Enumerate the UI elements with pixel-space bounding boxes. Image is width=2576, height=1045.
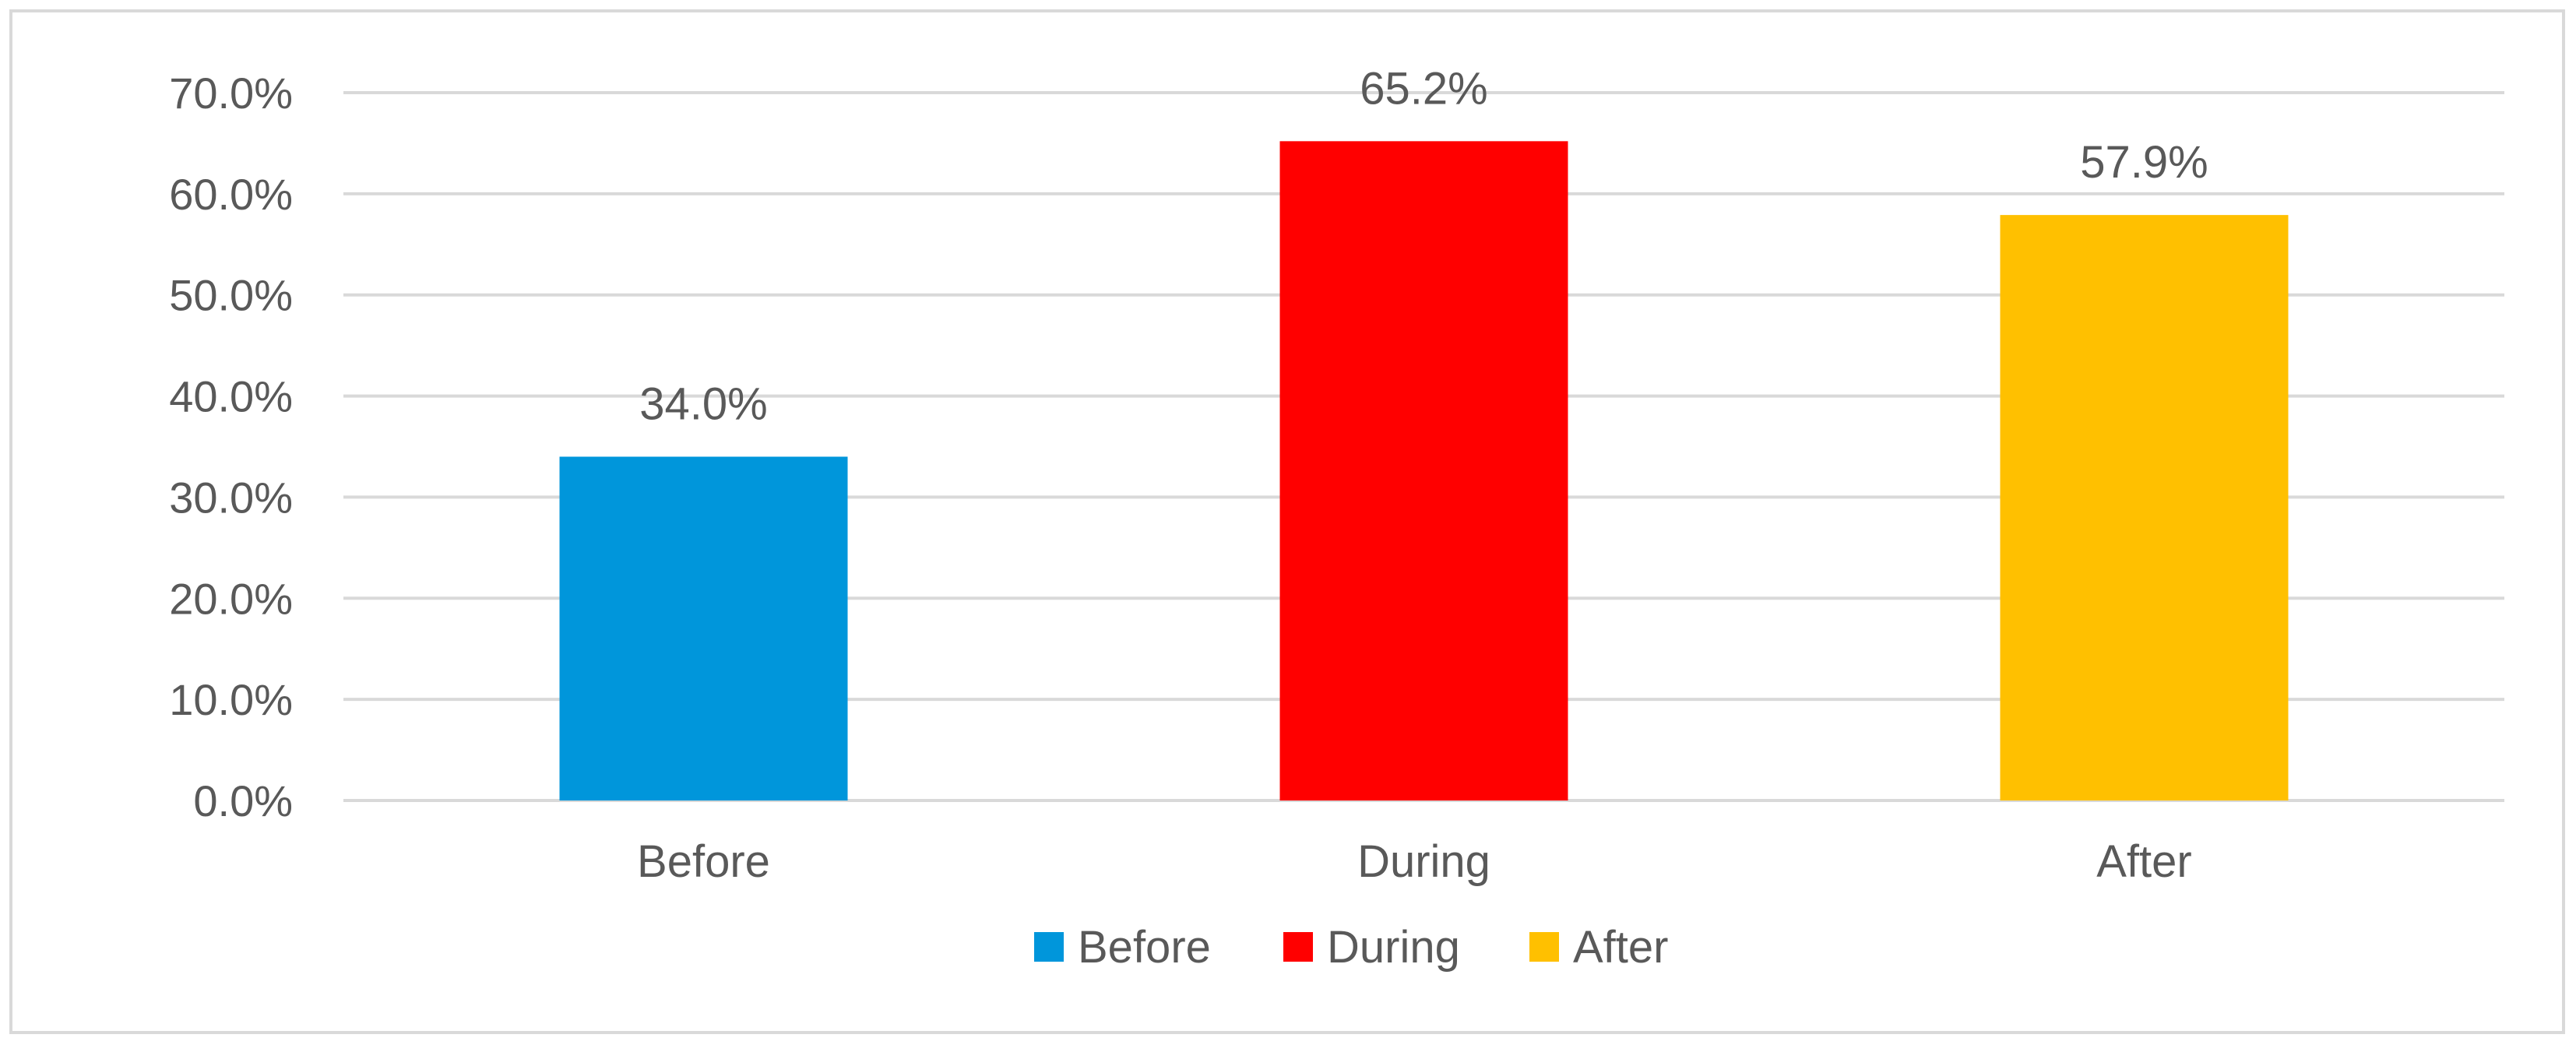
legend-swatch-during xyxy=(1283,932,1313,962)
legend-label-after: After xyxy=(1573,922,1669,973)
category-label-during: During xyxy=(1357,836,1490,887)
x-axis-category-labels: Before During After xyxy=(637,836,2192,887)
legend: Before During After xyxy=(1034,922,1669,973)
legend-label-during: During xyxy=(1327,922,1460,973)
bar-during xyxy=(1279,141,1568,800)
legend-swatch-before xyxy=(1034,932,1064,962)
bar-before xyxy=(559,456,848,800)
y-tick-label: 70.0% xyxy=(169,69,293,118)
category-label-after: After xyxy=(2096,836,2192,887)
y-tick-label: 10.0% xyxy=(169,675,293,724)
bar-after xyxy=(2000,215,2289,800)
legend-label-before: Before xyxy=(1078,922,1211,973)
chart-frame: 0.0% 10.0% 20.0% 30.0% 40.0% 50.0% 60.0% 70.0% … xyxy=(9,9,2565,1034)
y-axis-tick-labels: 0.0% 10.0% 20.0% 30.0% 40.0% 50.0% 60.0% 70.0% xyxy=(169,69,293,825)
y-tick-label: 20.0% xyxy=(169,574,293,623)
data-label-after: 57.9% xyxy=(2080,137,2208,188)
y-tick-label: 60.0% xyxy=(169,170,293,219)
y-tick-label: 0.0% xyxy=(193,776,293,825)
bar-chart: 0.0%10.0%20.0%30.0%40.0%50.0%60.0%70.0% … xyxy=(169,63,2504,973)
bars xyxy=(559,141,2289,800)
y-tick-label: 30.0% xyxy=(169,473,293,522)
data-label-during: 65.2% xyxy=(1360,63,1487,114)
y-tick-label: 50.0% xyxy=(169,271,293,320)
y-tick-label: 40.0% xyxy=(169,372,293,421)
data-labels: 34.0% 65.2% 57.9% xyxy=(639,63,2208,429)
legend-swatch-after xyxy=(1529,932,1559,962)
data-label-before: 34.0% xyxy=(639,378,767,429)
category-label-before: Before xyxy=(637,836,770,887)
